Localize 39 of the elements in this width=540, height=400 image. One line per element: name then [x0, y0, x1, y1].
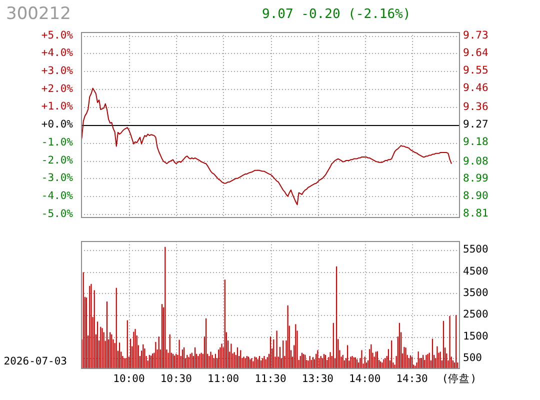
y-tick-label: -2.0% — [41, 154, 74, 166]
y2-tick-label: 9.46 — [463, 82, 488, 94]
y-tick-label: 5500 — [463, 244, 488, 256]
y-tick-label: +4.0% — [41, 47, 74, 60]
y-tick-label: +0.0% — [41, 118, 74, 131]
y-tick-label: 4500 — [463, 265, 488, 278]
y2-tick-label: 9.36 — [463, 101, 488, 114]
y2-tick-label: 9.73 — [463, 30, 488, 42]
chart-title: 300212 — [6, 3, 71, 25]
y2-tick-label: 9.27 — [463, 118, 488, 131]
chart-subtitle: 9.07 -0.20 (-2.16%) — [262, 6, 411, 24]
y-tick-label: +5.0% — [41, 29, 74, 42]
y-tick-label: +2.0% — [41, 82, 74, 95]
y2-tick-label: 9.18 — [463, 136, 488, 148]
x-tick-label: 11:30 — [254, 373, 286, 386]
y-tick-label: 3500 — [463, 286, 488, 299]
x-tick-label: (停盘) — [442, 373, 477, 386]
y-tick-label: 2500 — [463, 308, 488, 321]
y2-tick-label: 9.08 — [463, 155, 488, 168]
y2-tick-label: 9.64 — [463, 47, 488, 60]
x-tick-label: 11:00 — [208, 373, 240, 386]
y2-tick-label: 9.55 — [463, 64, 488, 76]
y-tick-label: -4.0% — [41, 190, 74, 202]
y-tick-label: 1500 — [463, 330, 488, 342]
y2-tick-label: 8.90 — [463, 190, 488, 202]
y-tick-label: +3.0% — [41, 65, 74, 78]
x-tick-label: 14:00 — [349, 373, 381, 386]
x-tick-label: 10:00 — [113, 373, 145, 386]
x-tick-label: 13:30 — [302, 373, 334, 386]
y-tick-label: 500 — [463, 352, 482, 364]
y-tick-label: -1.0% — [41, 136, 74, 148]
y-tick-label: +1.0% — [41, 100, 74, 113]
x-tick-label: 14:30 — [396, 373, 428, 386]
text: 2026-07-03 — [4, 356, 67, 368]
y-tick-label: -3.0% — [41, 172, 74, 184]
y2-tick-label: 8.99 — [463, 172, 488, 185]
y-tick-label: -5.0% — [41, 208, 74, 220]
x-tick-label: 10:30 — [160, 373, 192, 386]
y2-tick-label: 8.81 — [463, 208, 488, 220]
